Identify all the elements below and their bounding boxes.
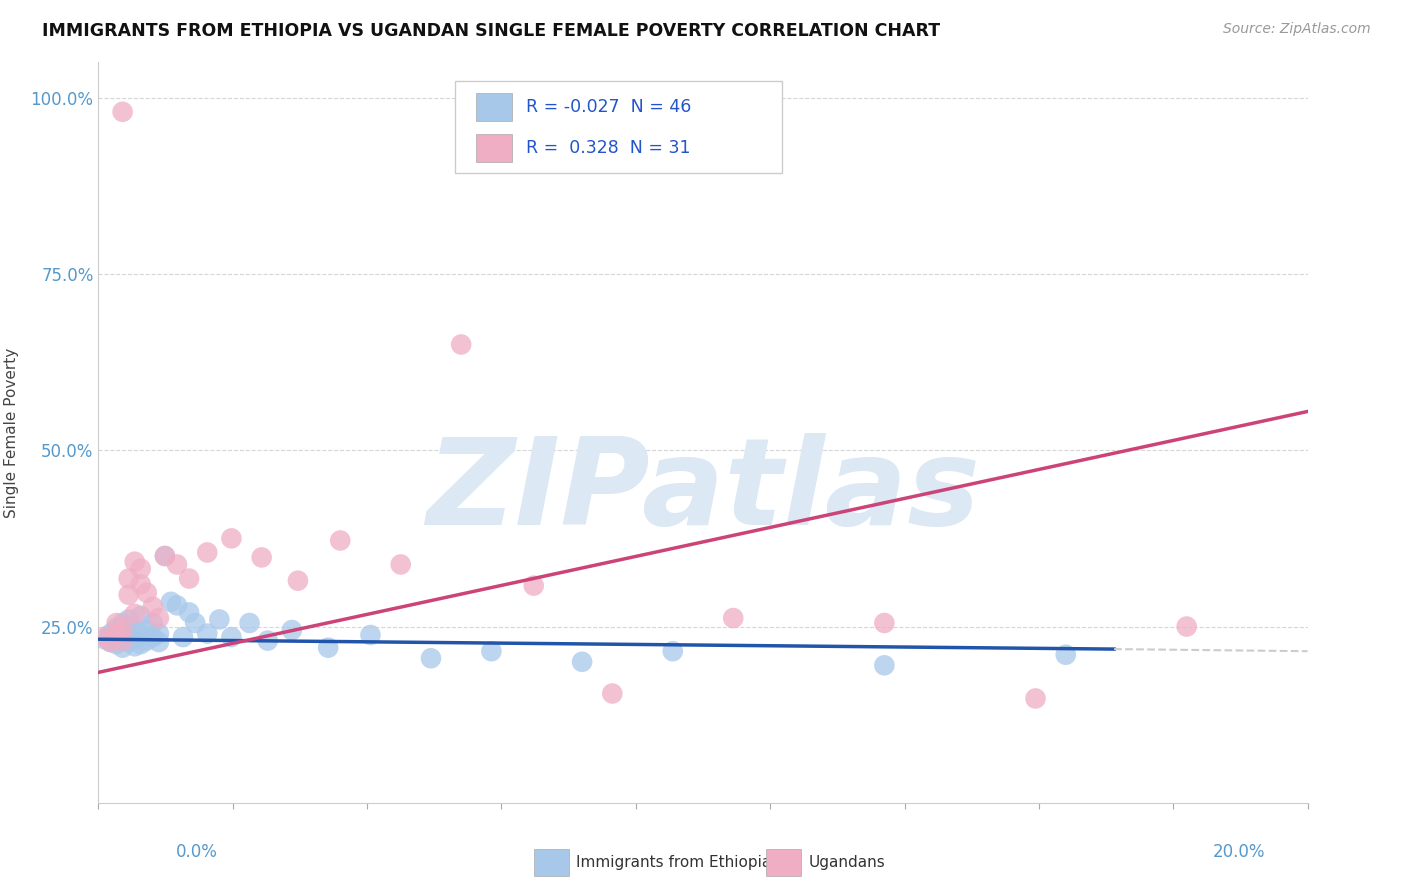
Point <box>723 611 745 625</box>
Point <box>111 623 134 637</box>
Text: Immigrants from Ethiopia: Immigrants from Ethiopia <box>576 855 772 870</box>
Point <box>873 658 896 673</box>
Point <box>105 626 128 640</box>
Point <box>100 635 122 649</box>
Point <box>873 615 896 630</box>
Point <box>250 550 273 565</box>
Point <box>256 633 278 648</box>
Point <box>124 555 146 569</box>
Point <box>142 630 165 644</box>
Point <box>450 337 472 351</box>
Point <box>118 612 141 626</box>
Point <box>195 545 218 559</box>
Point <box>160 595 183 609</box>
Point <box>166 558 188 572</box>
Point <box>179 572 201 586</box>
Point <box>179 606 201 620</box>
Point <box>135 623 157 637</box>
Text: Source: ZipAtlas.com: Source: ZipAtlas.com <box>1223 22 1371 37</box>
Point <box>1024 691 1046 706</box>
FancyBboxPatch shape <box>475 94 512 121</box>
Point <box>129 577 152 591</box>
Text: Ugandans: Ugandans <box>808 855 886 870</box>
Point <box>172 630 194 644</box>
Point <box>111 633 134 648</box>
Point <box>148 635 170 649</box>
Point <box>571 655 593 669</box>
Point <box>602 686 624 700</box>
Point <box>100 635 122 649</box>
Point <box>221 532 243 546</box>
Y-axis label: Single Female Poverty: Single Female Poverty <box>4 348 20 517</box>
Point <box>287 574 309 588</box>
Text: ZIPatlas: ZIPatlas <box>426 434 980 550</box>
Point <box>239 615 262 630</box>
Point <box>129 637 152 651</box>
Point <box>129 628 152 642</box>
Point <box>111 640 134 655</box>
Point <box>184 615 207 630</box>
Point <box>148 611 170 625</box>
Text: IMMIGRANTS FROM ETHIOPIA VS UGANDAN SINGLE FEMALE POVERTY CORRELATION CHART: IMMIGRANTS FROM ETHIOPIA VS UGANDAN SING… <box>42 22 941 40</box>
Point <box>93 632 115 647</box>
Point <box>360 628 382 642</box>
Text: R = -0.027  N = 46: R = -0.027 N = 46 <box>526 98 692 116</box>
Point <box>105 637 128 651</box>
Point <box>93 630 115 644</box>
Point <box>100 626 122 640</box>
Point <box>135 585 157 599</box>
Point <box>124 623 146 637</box>
Point <box>124 640 146 654</box>
Point <box>111 633 134 648</box>
Point <box>135 633 157 648</box>
Point <box>105 630 128 644</box>
Point <box>316 640 339 655</box>
Point <box>142 599 165 614</box>
Point <box>124 632 146 647</box>
Point <box>523 579 546 593</box>
Point <box>118 628 141 642</box>
Point <box>148 626 170 640</box>
Point <box>105 621 128 635</box>
Point <box>124 607 146 621</box>
Point <box>1175 619 1198 633</box>
Point <box>118 619 141 633</box>
Point <box>389 558 412 572</box>
Point <box>166 599 188 613</box>
Point <box>221 630 243 644</box>
Text: 20.0%: 20.0% <box>1213 843 1265 861</box>
Point <box>111 104 134 119</box>
Point <box>118 588 141 602</box>
Point <box>153 549 176 563</box>
Point <box>208 612 231 626</box>
Point <box>195 626 218 640</box>
Point <box>329 533 352 548</box>
Point <box>118 572 141 586</box>
Point <box>129 609 152 624</box>
Point <box>420 651 443 665</box>
Text: 0.0%: 0.0% <box>176 843 218 861</box>
Point <box>105 615 128 630</box>
Text: R =  0.328  N = 31: R = 0.328 N = 31 <box>526 139 690 157</box>
Point <box>153 549 176 563</box>
Point <box>1054 648 1077 662</box>
Point <box>281 623 304 637</box>
Point <box>111 621 134 635</box>
Point <box>129 562 152 576</box>
FancyBboxPatch shape <box>456 81 782 173</box>
Point <box>118 635 141 649</box>
Point <box>111 615 134 630</box>
Point <box>142 615 165 630</box>
Point <box>661 644 683 658</box>
Point <box>481 644 503 658</box>
FancyBboxPatch shape <box>475 134 512 162</box>
